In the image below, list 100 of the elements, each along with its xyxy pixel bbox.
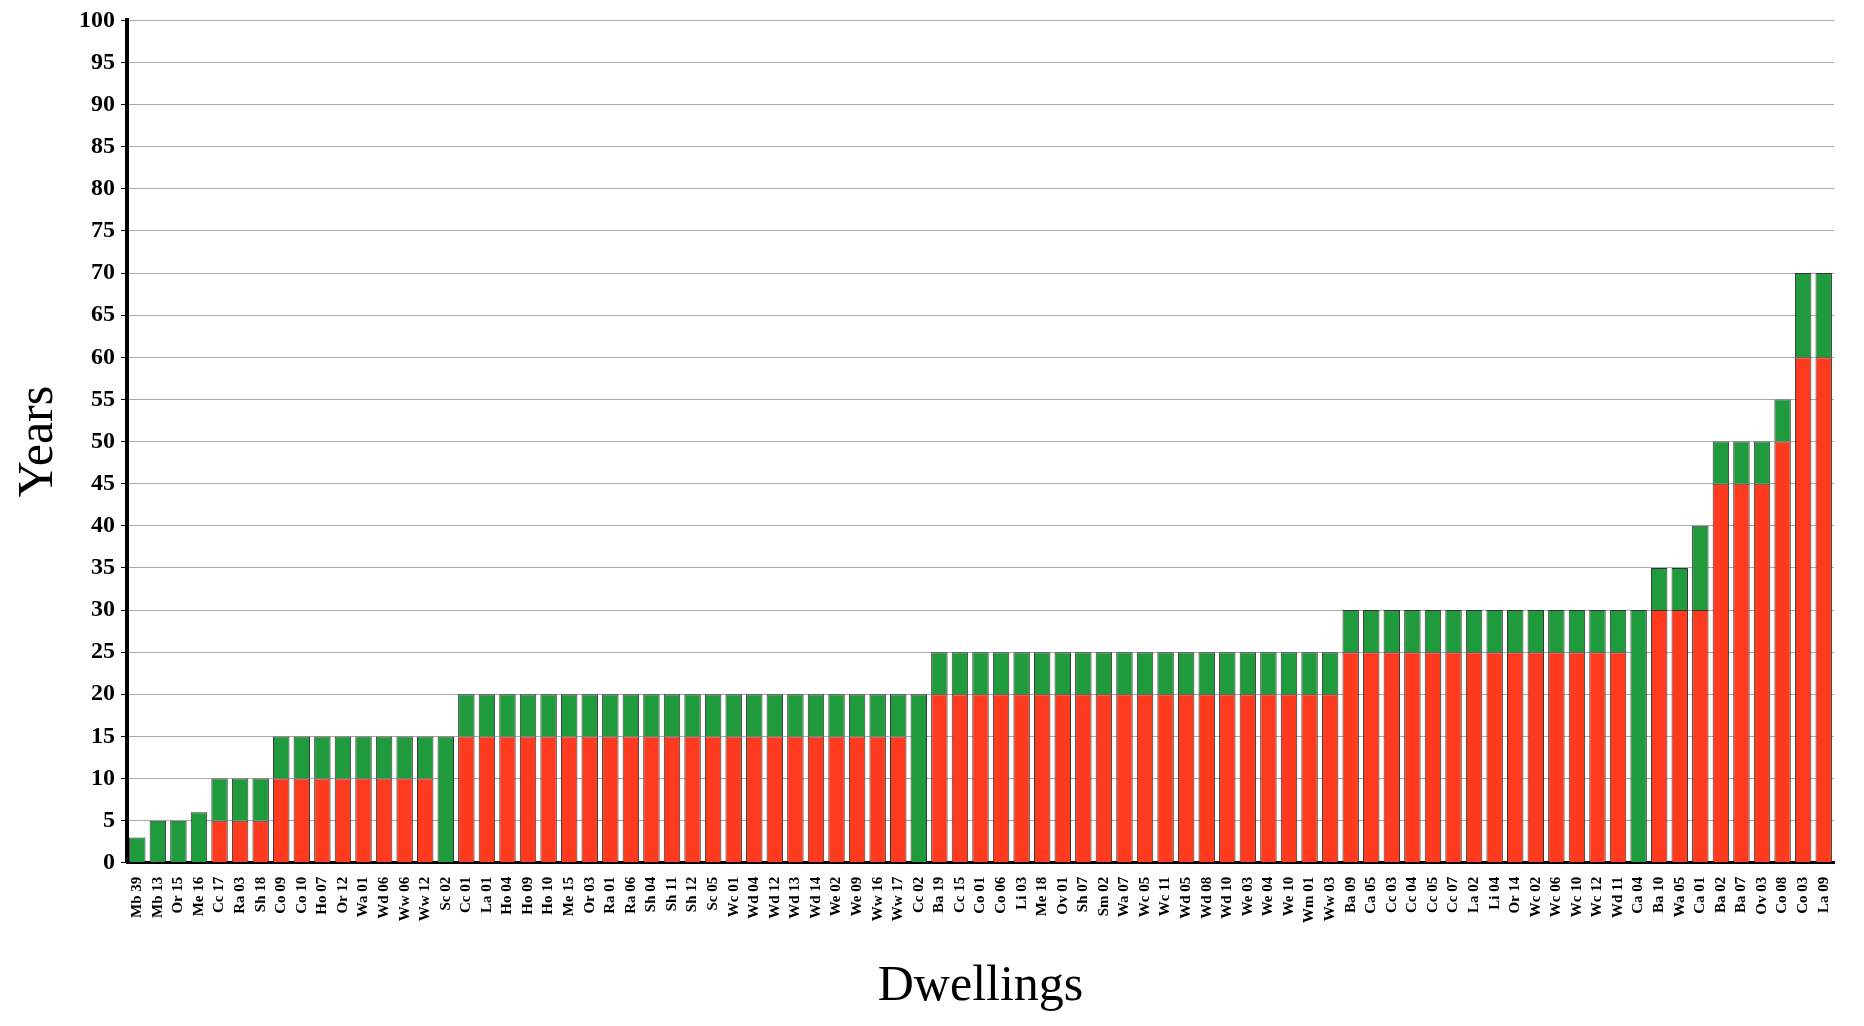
x-tick-label: Ho 09 [518,876,535,915]
x-tick-label: Co 10 [292,876,309,914]
x-tick-label: Cc 01 [457,876,474,913]
x-tick-label: Wc 02 [1526,876,1543,918]
y-tick-label: 30 [91,595,115,622]
x-tick-label: Wd 06 [374,876,391,919]
y-tick-label: 55 [91,384,115,411]
x-tick-label: Ho 10 [539,876,556,915]
y-tick-label: 95 [91,47,115,74]
x-tick-label: Sh 12 [683,876,700,913]
x-tick-label: Co 06 [991,876,1008,914]
x-tick-label: Ov 01 [1053,876,1070,915]
x-tick-label: Wd 13 [786,876,803,919]
x-tick-label: Wc 10 [1567,876,1584,918]
y-tick-label: 40 [91,511,115,538]
x-tick-label: Sc 02 [436,876,453,911]
x-tick-label: Sh 11 [662,876,679,912]
y-tick-label: 60 [91,342,115,369]
x-tick-label: Sh 04 [642,876,659,913]
x-tick-label: Cc 04 [1403,876,1420,913]
x-tick-label: Wc 01 [724,876,741,918]
x-tick-label: Wa 01 [354,876,371,918]
x-tick-label: Wd 12 [765,876,782,919]
y-tick-label: 20 [91,679,115,706]
x-tick-label: Co 01 [971,876,988,914]
x-tick-label: Wd 08 [1197,876,1214,919]
x-tick-label: La 02 [1464,876,1481,914]
x-tick-label: Wa 07 [1115,876,1132,918]
y-tick-label: 70 [91,258,115,285]
y-axis-title: Years [7,385,64,498]
y-tick-label: 85 [91,131,115,158]
x-tick-label: Sm 02 [1094,876,1111,917]
x-tick-label: Ho 07 [313,876,330,915]
x-tick-label: Ba 07 [1732,876,1749,914]
x-tick-label: Ba 10 [1650,876,1667,914]
y-tick-label: 45 [91,468,115,495]
x-tick-label: Co 03 [1794,876,1811,914]
x-tick-label: Or 14 [1506,876,1523,914]
x-tick-label: Wd 10 [1218,876,1235,919]
y-tick-label: 75 [91,216,115,243]
x-tick-label: Co 08 [1773,876,1790,914]
x-tick-label: Ww 12 [416,876,433,922]
x-tick-label: Ra 06 [621,876,638,914]
x-tick-label: We 10 [1279,876,1296,917]
x-tick-label: Mb 39 [128,876,145,918]
x-tick-label: Wa 05 [1670,876,1687,918]
y-tick-label: 15 [91,721,115,748]
x-tick-label: Ba 02 [1711,876,1728,914]
x-tick-label: Me 18 [1033,876,1050,917]
x-tick-label: Wd 05 [1177,876,1194,919]
x-tick-label: Li 03 [1012,876,1029,910]
y-tick-label: 65 [91,300,115,327]
x-tick-label: Wc 11 [1156,876,1173,917]
x-tick-label: We 04 [1259,876,1276,917]
x-tick-label: Cc 05 [1423,876,1440,913]
x-tick-label: Me 15 [560,876,577,917]
x-tick-label: Cc 07 [1444,876,1461,913]
x-tick-label: Ov 03 [1752,876,1769,915]
x-tick-label: Ra 03 [230,876,247,914]
x-axis-title: Dwellings [877,955,1084,1012]
x-tick-label: Ww 16 [868,876,885,922]
x-tick-label: Cc 15 [950,876,967,913]
x-tick-label: Ra 01 [601,876,618,914]
x-tick-label: Ca 05 [1362,876,1379,914]
x-tick-label: Ww 17 [889,876,906,922]
x-tick-label: Ww 03 [1321,876,1337,922]
x-tick-label: We 03 [1238,876,1255,917]
x-tick-label: Wd 11 [1608,876,1625,919]
y-tick-label: 10 [91,763,115,790]
x-tick-label: Co 09 [272,876,289,914]
x-tick-label: Or 03 [580,876,597,914]
x-tick-label: Ww 06 [395,876,412,922]
x-tick-label: Ca 01 [1691,876,1708,914]
x-tick-label: We 09 [847,876,864,917]
x-tick-label: Wc 06 [1547,876,1564,918]
x-tick-label: Cc 17 [210,876,227,913]
x-tick-label: Mb 13 [148,876,165,918]
x-tick-label: We 02 [827,876,844,917]
x-tick-label: Cc 02 [909,876,926,913]
x-tick-label: Ho 04 [498,876,515,915]
x-tick-label: Wd 04 [745,876,762,919]
x-tick-label: La 01 [477,876,494,914]
y-tick-label: 25 [91,637,115,664]
x-tick-label: Cc 03 [1382,876,1399,913]
x-tick-label: Ca 04 [1629,876,1646,914]
x-tick-label: Wd 14 [806,876,823,919]
y-tick-label: 80 [91,174,115,201]
y-tick-label: 0 [103,847,115,874]
x-tick-label: Sh 07 [1074,876,1091,913]
x-tick-label: Wm 01 [1300,876,1317,923]
y-tick-label: 90 [91,89,115,116]
y-tick-label: 50 [91,426,115,453]
x-tick-label: Sc 05 [704,876,721,911]
x-tick-label: Li 04 [1485,876,1502,910]
x-tick-label: Or 15 [169,876,186,914]
x-tick-label: Sh 18 [251,876,268,913]
x-tick-label: Wc 12 [1588,876,1605,918]
y-tick-label: 5 [103,805,115,832]
x-tick-label: Or 12 [333,876,350,914]
x-tick-label: Me 16 [189,876,206,917]
